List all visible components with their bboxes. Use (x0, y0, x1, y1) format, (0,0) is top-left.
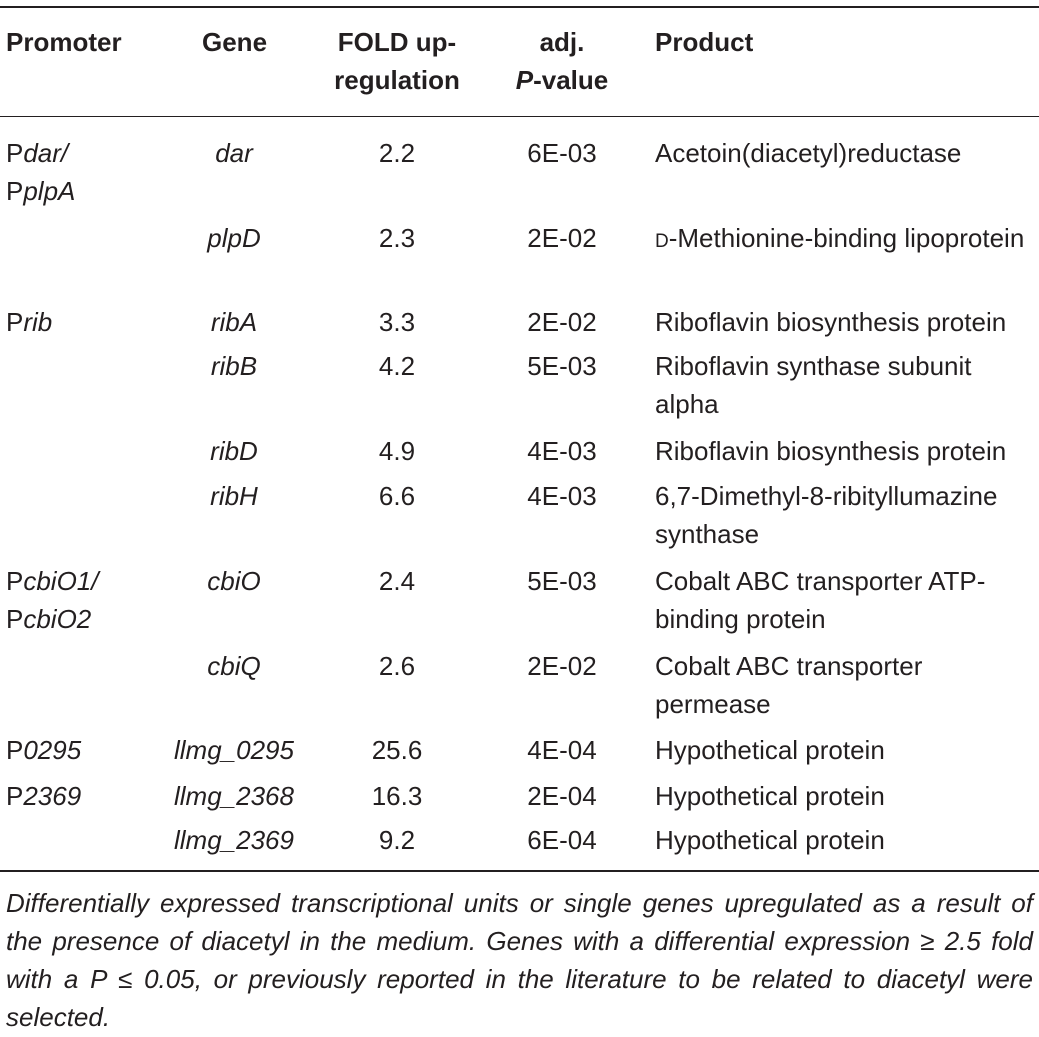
row-11-gene: llmg_2369 (0, 821, 338, 859)
gene-name: plpD (207, 223, 261, 253)
header-gene: Gene (202, 27, 268, 57)
promoter-prefix: P (6, 781, 24, 811)
row-10-gene: llmg_2368 (0, 777, 338, 815)
row-3-gene: ribA (0, 303, 338, 341)
row-11-product: Hypothetical protein (655, 825, 885, 855)
row-1-fold: 2.2 (378, 138, 416, 168)
row-7-gene: cbiO (0, 562, 338, 600)
gene-name: llmg_0295 (174, 735, 294, 765)
gene-name: llmg_2369 (174, 825, 294, 855)
gene-name: cbiO (207, 566, 261, 596)
header-fold-line2: regulation (334, 65, 460, 95)
row-9-gene: llmg_0295 (0, 731, 338, 769)
row-4-fold: 4.2 (378, 351, 416, 381)
row-6-product: 6,7-Dimethyl-8-ribityllumazine synthase (655, 481, 998, 549)
row-3-fold: 3.3 (378, 307, 416, 337)
row-6-gene: ribH (0, 477, 338, 515)
row-10-promoter: P2369 (6, 777, 81, 815)
row-8-fold: 2.6 (378, 651, 416, 681)
gene-name: ribH (210, 481, 258, 511)
row-8-pvalue: 2E-02 (527, 651, 597, 681)
row-5-product: Riboflavin biosynthesis protein (655, 436, 1007, 466)
header-pvalue-line2: P-value (492, 61, 632, 99)
row-10-pvalue: 2E-04 (527, 781, 597, 811)
promoter-name: 0295 (23, 735, 82, 765)
header-pvalue: adj. P-value (492, 23, 632, 99)
product-smallcaps: d (655, 231, 669, 252)
header-fold-line1: FOLD up- (337, 27, 457, 57)
row-3-pvalue: 2E-02 (527, 307, 597, 337)
header-pvalue-p: P (515, 65, 534, 95)
row-9-pvalue: 4E-04 (527, 735, 597, 765)
row-7-pvalue: 5E-03 (527, 566, 597, 596)
header-pvalue-rest: -value (533, 65, 609, 95)
gene-name: llmg_2368 (174, 781, 294, 811)
promoter-name: dar/ (23, 138, 69, 168)
product-text: -Methionine-binding lipoprotein (668, 223, 1025, 253)
row-7-promoter: PcbiO1/ PcbiO2 (6, 562, 99, 638)
gene-name: cbiQ (207, 651, 261, 681)
header-promoter: Promoter (6, 27, 122, 57)
row-1-pvalue: 6E-03 (527, 138, 597, 168)
promoter-prefix: P (6, 138, 24, 168)
header-fold: FOLD up- regulation (322, 23, 472, 99)
row-2-gene: plpD (0, 219, 338, 257)
promoter-name: plpA (23, 176, 76, 206)
row-1-gene: dar (0, 134, 338, 172)
row-5-pvalue: 4E-03 (527, 436, 597, 466)
row-5-gene: ribD (0, 432, 338, 470)
table-top-rule (0, 6, 1039, 8)
table-footnote: Differentially expressed transcriptional… (6, 888, 1033, 1032)
row-7-product: Cobalt ABC transporter ATP-binding prote… (655, 566, 986, 634)
promoter-name: 2369 (23, 781, 82, 811)
gene-name: ribB (210, 351, 258, 381)
promoter-name: rib (23, 307, 53, 337)
row-4-gene: ribB (0, 347, 338, 385)
row-3-promoter: Prib (6, 303, 52, 341)
gene-name: ribD (210, 436, 258, 466)
promoter-name: cbiO1/ (23, 566, 99, 596)
row-11-pvalue: 6E-04 (527, 825, 597, 855)
promoter-prefix: P (6, 735, 24, 765)
row-4-pvalue: 5E-03 (527, 351, 597, 381)
row-5-fold: 4.9 (378, 436, 416, 466)
row-2-fold: 2.3 (378, 223, 416, 253)
table-bottom-rule (0, 870, 1039, 872)
row-6-fold: 6.6 (378, 481, 416, 511)
row-10-fold: 16.3 (371, 781, 423, 811)
row-1-product: Acetoin(diacetyl)reductase (655, 138, 962, 168)
row-9-fold: 25.6 (371, 735, 423, 765)
gene-name: ribA (210, 307, 258, 337)
promoter-prefix: P (6, 604, 24, 634)
gene-name: dar (215, 138, 253, 168)
row-3-product: Riboflavin biosynthesis protein (655, 307, 1007, 337)
header-pvalue-line1: adj. (539, 27, 585, 57)
row-8-gene: cbiQ (0, 647, 338, 685)
row-9-product: Hypothetical protein (655, 735, 885, 765)
row-6-pvalue: 4E-03 (527, 481, 597, 511)
row-2-product: d-Methionine-binding lipoprotein (655, 219, 1039, 261)
row-2-pvalue: 2E-02 (527, 223, 597, 253)
row-7-fold: 2.4 (378, 566, 416, 596)
row-9-promoter: P0295 (6, 731, 81, 769)
row-10-product: Hypothetical protein (655, 781, 885, 811)
header-product: Product (655, 27, 754, 57)
row-11-fold: 9.2 (378, 825, 416, 855)
promoter-prefix: P (6, 176, 24, 206)
promoter-prefix: P (6, 566, 24, 596)
promoter-name: cbiO2 (23, 604, 92, 634)
header-rule (0, 116, 1039, 117)
promoter-prefix: P (6, 307, 24, 337)
row-8-product: Cobalt ABC transporter permease (655, 651, 923, 719)
row-1-promoter: Pdar/ PplpA (6, 134, 75, 210)
row-4-product: Riboflavin synthase subunit alpha (655, 351, 972, 419)
